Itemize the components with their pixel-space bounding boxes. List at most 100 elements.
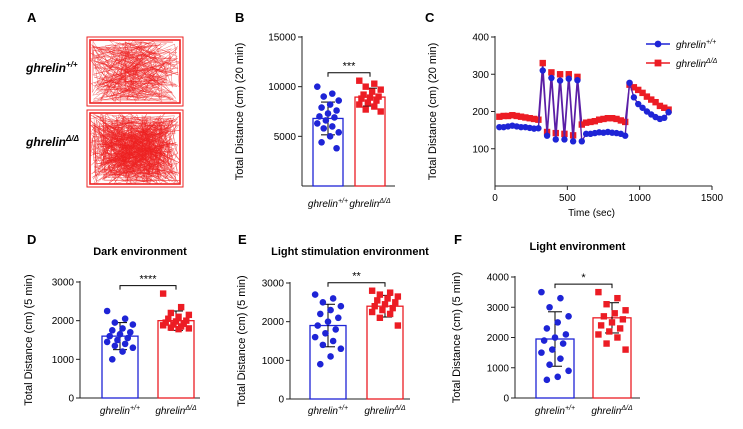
data-point <box>324 110 332 117</box>
data-point <box>565 313 572 320</box>
data-point <box>124 334 132 342</box>
data-point <box>522 114 529 121</box>
data-point <box>371 303 378 310</box>
y-tick-label: 100 <box>472 144 489 155</box>
panel-f-chart: Light environment 0 1000 2000 3000 4000 Total … <box>451 241 640 417</box>
arena-label-ko-sup: Δ/Δ <box>65 134 80 143</box>
category-label-ko-sup: Δ/Δ <box>620 405 633 412</box>
data-point <box>569 138 577 145</box>
data-point <box>368 88 376 95</box>
data-point <box>561 136 568 143</box>
data-point <box>389 304 396 312</box>
data-point <box>635 86 642 94</box>
data-point <box>614 334 621 341</box>
data-point <box>556 71 564 78</box>
data-point <box>316 113 323 120</box>
data-point <box>551 334 559 341</box>
arena-wall <box>89 39 181 104</box>
data-point <box>608 115 616 122</box>
data-point <box>311 291 319 298</box>
data-point <box>377 86 384 93</box>
panel-letter-a: A <box>27 10 37 25</box>
data-point <box>530 115 538 123</box>
x-tick-label: 1000 <box>629 193 652 204</box>
legend-label-wt-base: ghrelin <box>676 40 706 51</box>
data-point <box>526 115 533 122</box>
data-point <box>313 120 321 127</box>
data-point <box>318 138 325 146</box>
data-point <box>652 98 659 106</box>
arena-label-ko-base: ghrelin <box>25 135 66 149</box>
data-point <box>504 112 512 120</box>
data-point <box>546 303 553 311</box>
category-label-ko-sup: Δ/Δ <box>184 405 197 412</box>
category-label-wt-base: ghrelin <box>100 406 130 417</box>
data-point <box>111 342 119 350</box>
data-point <box>595 288 602 296</box>
data-point <box>626 79 633 87</box>
legend-label-ko-base: ghrelin <box>676 59 706 70</box>
y-tick-label: 0 <box>503 394 509 405</box>
data-point <box>384 295 391 302</box>
data-point <box>639 89 646 97</box>
arena-wall <box>89 112 181 185</box>
category-label-wt-sup: +/+ <box>338 405 348 412</box>
category-label-wt-sup: +/+ <box>130 405 140 412</box>
data-point <box>356 77 363 84</box>
arena-wt-tracks <box>89 39 181 104</box>
data-point <box>362 83 369 90</box>
significance-bracket <box>327 72 371 77</box>
data-point <box>509 112 516 119</box>
data-point <box>500 112 507 120</box>
category-label-wt-base: ghrelin <box>308 406 338 417</box>
category-label-wt: ghrelin+/+ <box>535 405 575 417</box>
category-label-wt: ghrelin+/+ <box>308 405 348 417</box>
category-label-wt-base: ghrelin <box>535 406 565 417</box>
data-point <box>574 73 581 81</box>
data-point <box>535 125 542 132</box>
y-tick-label: 200 <box>472 107 489 118</box>
data-point <box>121 315 129 323</box>
data-point <box>362 106 369 113</box>
legend-label-wt: ghrelin+/+ <box>676 39 716 51</box>
data-point <box>556 77 564 84</box>
arena-label-ko: ghrelinΔ/Δ <box>25 134 80 149</box>
y-tick-label: 2000 <box>487 333 510 344</box>
data-point <box>587 118 594 126</box>
data-point <box>311 333 319 341</box>
data-point <box>392 299 399 306</box>
significance-bracket <box>119 285 177 290</box>
data-point <box>394 322 402 329</box>
legend-marker-wt <box>654 40 662 48</box>
panel-letter-c: C <box>425 10 435 25</box>
significance-stars: *** <box>343 61 357 73</box>
data-point <box>368 308 376 316</box>
data-point <box>574 77 581 84</box>
data-point <box>177 303 185 311</box>
data-point <box>322 329 329 337</box>
data-point <box>614 294 621 302</box>
data-point <box>326 101 334 108</box>
data-point <box>565 75 572 82</box>
significance-stars: * <box>581 272 586 284</box>
y-axis-label: Total Distance (cm) (5 min) <box>236 275 248 406</box>
data-point <box>600 115 607 123</box>
data-point <box>337 345 345 353</box>
chart-title: Light stimulation environment <box>271 246 429 258</box>
data-point <box>360 91 367 98</box>
y-tick-label: 2000 <box>52 316 75 327</box>
data-point <box>606 328 613 335</box>
data-point <box>565 367 572 375</box>
data-point <box>543 325 551 332</box>
data-point <box>103 307 111 315</box>
data-point <box>320 125 328 132</box>
data-point <box>595 116 603 123</box>
data-point <box>538 349 545 356</box>
category-label-ko: ghrelinΔ/Δ <box>155 405 197 417</box>
data-point <box>356 101 363 108</box>
data-point <box>597 322 605 329</box>
data-point <box>578 121 585 128</box>
panel-c-chart: 100 200 300 400 0 500 1000 1500 Time (sec) Total … <box>427 33 724 220</box>
data-point <box>617 117 625 124</box>
